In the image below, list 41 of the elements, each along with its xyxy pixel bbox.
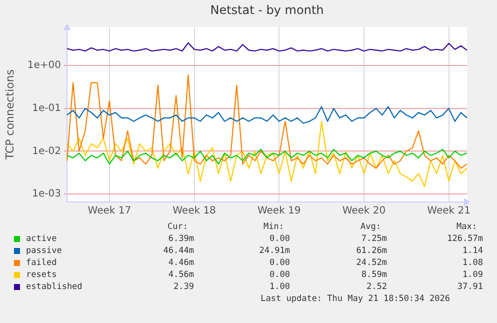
text: 0.00: [270, 234, 290, 244]
text: 7.25m: [361, 234, 387, 244]
text: Avg:: [360, 222, 381, 232]
x-tick-label: Week 20: [342, 206, 386, 217]
text: 2.52: [366, 282, 387, 292]
text: 24.91m: [259, 246, 290, 256]
text: Cur:: [168, 222, 188, 232]
text: 46.44m: [163, 246, 194, 256]
text: 2.39: [174, 282, 194, 292]
y-tick-label: 1e+00: [27, 60, 61, 72]
legend-label: active: [26, 234, 57, 244]
x-tick-label: Week 19: [257, 206, 301, 217]
chart-title: Netstat - by month: [210, 3, 324, 18]
text: 37.91: [457, 282, 483, 292]
text: 8.59m: [361, 270, 387, 280]
x-tick-label: Week 21: [427, 206, 470, 217]
text: 1.08: [462, 258, 483, 268]
text: 0.00: [270, 258, 290, 268]
y-tick-label: 1e-01: [32, 103, 61, 114]
text: 4.56m: [168, 270, 194, 280]
text: 24.52m: [356, 258, 387, 268]
legend-label: resets: [26, 270, 57, 280]
text: 4.46m: [168, 258, 194, 268]
text: 1.00: [270, 282, 290, 292]
x-tick-label: Week 18: [172, 206, 216, 217]
y-tick-label: 1e-03: [32, 188, 61, 200]
text: Max:: [456, 222, 477, 232]
text: 0.00: [270, 270, 290, 280]
legend-label: passive: [26, 246, 62, 256]
text: 1.14: [462, 246, 483, 256]
text: Last update: Thu May 21 18:50:34 2026: [260, 294, 450, 304]
y-tick-label: 1e-02: [32, 146, 61, 157]
y-axis-title: TCP connections: [3, 69, 16, 161]
x-tick-label: Week 17: [88, 206, 132, 217]
text: 61.26m: [356, 246, 387, 256]
text: 126.57m: [447, 234, 483, 244]
text: Min:: [264, 222, 284, 232]
legend-label: failed: [26, 258, 57, 268]
text: 6.39m: [168, 234, 194, 244]
text: 1.09: [462, 270, 483, 280]
legend-label: established: [26, 282, 82, 292]
